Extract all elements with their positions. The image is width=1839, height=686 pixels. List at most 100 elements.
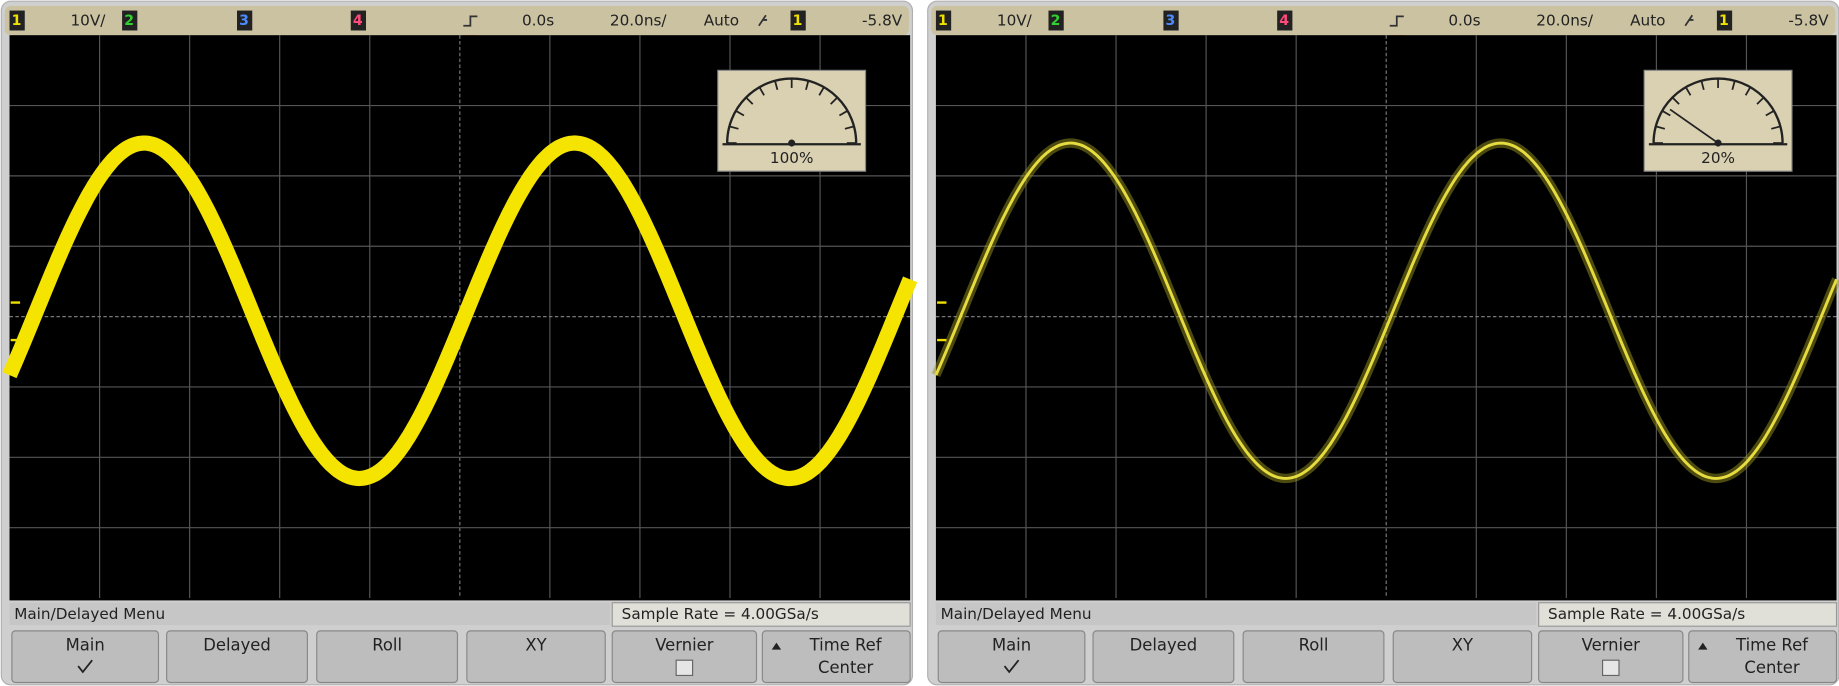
meter-tick (735, 110, 745, 117)
status-text: -5.8V (862, 12, 903, 30)
softkey-label: Main (992, 636, 1031, 655)
meter-tick (1771, 125, 1781, 130)
softkey[interactable] (1688, 630, 1838, 684)
channel-box (9, 10, 25, 31)
scope-panel: 1 10V/2 3 4 0.0s 20.0ns/Auto 1 -5.8V 20% Main/Del… (927, 0, 1839, 686)
channel-number: 4 (353, 13, 363, 29)
meter-tick (1731, 80, 1736, 91)
meter-pivot (1714, 139, 1722, 147)
meter-tick (805, 80, 810, 91)
trigger-icon (463, 15, 478, 27)
status-bar (4, 5, 909, 36)
channel-box (1163, 10, 1179, 31)
softkey-label: Roll (372, 636, 402, 655)
sample-rate-box (1538, 602, 1838, 627)
menu-title: Main/Delayed Menu (941, 605, 1092, 623)
channel-number: 1 (793, 13, 803, 29)
channel-box (1048, 10, 1064, 31)
meter-tick (758, 86, 765, 96)
softkey-label: Delayed (203, 636, 271, 655)
status-text: 10V/ (997, 12, 1033, 30)
arrow-icon (1698, 642, 1708, 650)
trigger-icon (1389, 15, 1404, 27)
softkey[interactable] (1242, 630, 1385, 684)
softkey[interactable] (11, 630, 160, 684)
channel-number: 1 (12, 13, 22, 29)
checkmark (1003, 659, 1020, 674)
channel-box (122, 10, 138, 31)
softkey[interactable] (316, 630, 459, 684)
channel-box (1277, 10, 1293, 31)
softkey-label: Delayed (1130, 636, 1198, 655)
softkey-label: Time Ref (809, 636, 883, 655)
channel-number: 2 (1051, 13, 1061, 29)
softkey[interactable] (937, 630, 1086, 684)
ground-marker (937, 301, 947, 342)
softkey[interactable] (1092, 630, 1235, 684)
softkey[interactable] (611, 630, 758, 684)
meter-pivot (788, 139, 796, 147)
meter-tick (1756, 96, 1765, 105)
meter-tick (1655, 125, 1666, 130)
ground-marker (10, 301, 21, 342)
softkey-label: Vernier (655, 636, 714, 655)
sample-rate-box (611, 602, 911, 627)
menu-title-bar (9, 602, 610, 626)
channel-box (1716, 10, 1733, 31)
meter-tick (838, 110, 848, 117)
channel-number: 4 (1279, 13, 1289, 29)
channel-number: 3 (1166, 13, 1176, 29)
status-text: 10V/ (71, 12, 107, 30)
status-text: -5.8V (1788, 12, 1829, 30)
meter-tick (830, 96, 838, 105)
meter-tick (1661, 110, 1671, 117)
softkey-label: Time Ref (1735, 636, 1809, 655)
menu-title: Main/Delayed Menu (14, 605, 165, 623)
softkey-label: Roll (1299, 636, 1329, 655)
status-text: Auto (1630, 12, 1665, 30)
meter-tick (729, 125, 739, 130)
meter-tick (745, 96, 754, 105)
softkey-label: Main (66, 636, 105, 655)
channel-number: 1 (938, 13, 948, 29)
waveform (2, 135, 918, 487)
meter-tick (1744, 86, 1752, 96)
sample-rate: Sample Rate = 4.00GSa/s (622, 605, 819, 623)
status-text: 20.0ns/ (1536, 12, 1594, 30)
softkey[interactable] (166, 630, 308, 684)
softkey-label: XY (525, 636, 547, 655)
checkbox (1601, 659, 1620, 677)
status-text: 0.0s (522, 12, 554, 30)
status-text: 0.0s (1448, 12, 1480, 30)
scope-panel: 1 10V/2 3 4 0.0s 20.0ns/Auto 1 -5.8V 100% Main/De… (0, 0, 918, 686)
status-text: 20.0ns/ (610, 12, 668, 30)
meter-tick (844, 125, 855, 130)
channel-box (350, 10, 367, 31)
checkbox (675, 659, 694, 677)
meter-tick (818, 86, 825, 96)
status-bar (931, 5, 1836, 36)
arrow-icon (771, 642, 782, 650)
sample-rate: Sample Rate = 4.00GSa/s (1548, 605, 1745, 623)
meter-needle (1669, 108, 1719, 144)
softkey-label: XY (1452, 636, 1474, 655)
meter-tick (1765, 110, 1775, 117)
channel-number: 1 (1719, 13, 1729, 29)
trigger-slope-icon (1684, 14, 1694, 27)
checkmark (77, 659, 93, 674)
channel-number: 3 (239, 13, 249, 29)
meter-tick (1671, 96, 1680, 105)
meter-tick (774, 80, 779, 91)
softkey-label: Vernier (1582, 636, 1641, 655)
softkey[interactable] (1392, 630, 1533, 684)
channel-box (935, 10, 952, 31)
softkey[interactable] (466, 630, 606, 684)
channel-number: 2 (124, 13, 134, 29)
softkey[interactable] (761, 630, 911, 684)
status-text: Auto (704, 12, 739, 30)
intensity-label: 20% (1701, 149, 1735, 167)
softkey-sublabel: Center (818, 658, 873, 677)
channel-box (790, 10, 806, 31)
softkey[interactable] (1538, 630, 1684, 684)
